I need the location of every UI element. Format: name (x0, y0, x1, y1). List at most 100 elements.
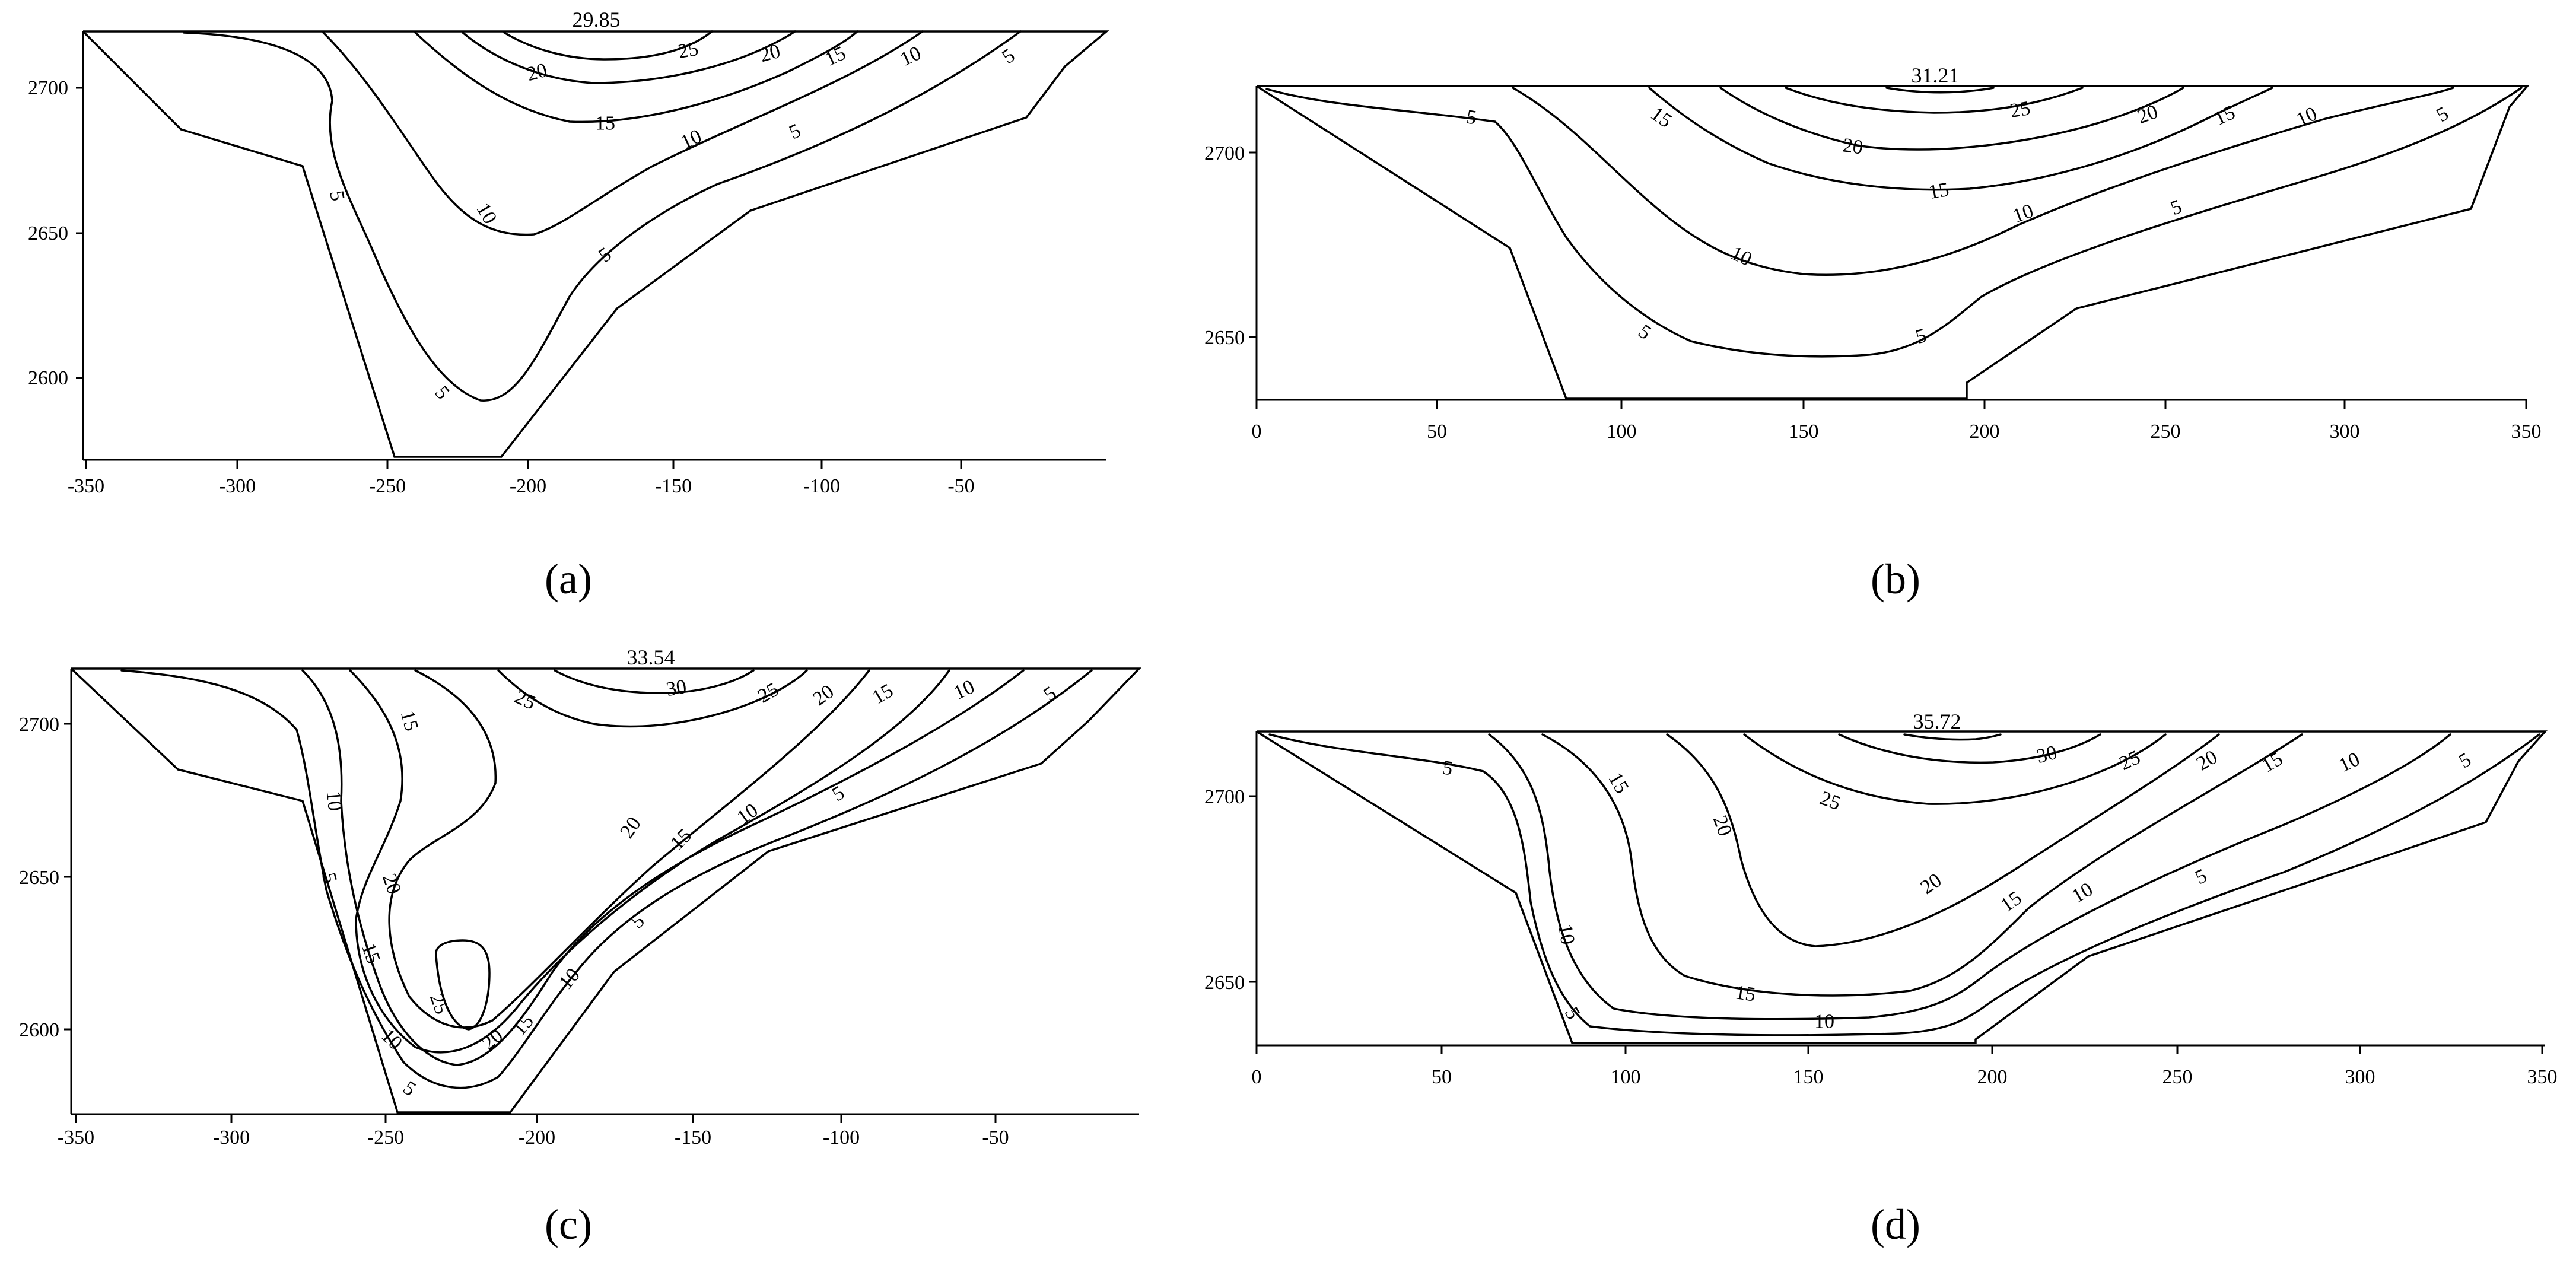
y-tick-label: 2650 (28, 222, 68, 244)
contour-label: 15 (508, 1010, 538, 1040)
contour-label: 20 (1709, 813, 1736, 839)
y-tick-label: 2650 (1204, 327, 1245, 349)
y-tick-label: 2650 (19, 867, 59, 889)
x-tick-label: -350 (68, 475, 104, 497)
panel-c-boundary (70, 667, 1142, 1114)
x-tick-label: 200 (1970, 421, 2000, 443)
contour-label: 5 (1560, 1003, 1585, 1023)
contour-label: 5 (2432, 103, 2452, 127)
panel-c-x-ticks: -350 -300 -250 -200 -150 -100 -50 (58, 1114, 1009, 1149)
contour-label: 20 (616, 813, 645, 842)
x-tick-label: 50 (1432, 1066, 1452, 1088)
contour-label: 25 (2008, 97, 2032, 122)
x-tick-label: -50 (982, 1127, 1009, 1149)
contour-label: 20 (758, 40, 783, 67)
x-tick-label: -150 (655, 475, 692, 497)
panel-c-contours: 5 5 5 5 5 10 10 10 10 10 15 15 15 15 15 … (120, 669, 1093, 1101)
x-tick-label: -200 (519, 1127, 555, 1149)
contour-label: 10 (1814, 1011, 1834, 1033)
max-value-label: 35.72 (1913, 710, 1961, 733)
contour-line-10 (301, 669, 1025, 1066)
contour-label: 15 (869, 679, 897, 708)
contour-label: 25 (1817, 787, 1844, 815)
contour-line-25-top (497, 669, 808, 728)
panel-label: (d) (1871, 1201, 1920, 1248)
contour-label: 10 (950, 676, 978, 704)
y-tick-label: 2700 (1204, 786, 1245, 808)
contour-line-15 (1541, 733, 2303, 997)
panel-label: (c) (545, 1201, 592, 1248)
contour-line-30 (1838, 733, 2101, 764)
contour-label: 20 (2135, 101, 2161, 128)
contour-label: 5 (1464, 106, 1478, 129)
contour-label: 20 (1916, 869, 1945, 899)
contour-line-20 (1666, 733, 2220, 947)
x-tick-label: -150 (675, 1127, 711, 1149)
contour-line-5 (1265, 87, 2523, 358)
x-tick-label: -300 (219, 475, 256, 497)
contour-label: 10 (322, 790, 346, 812)
panel-d-boundary (1256, 730, 2548, 1044)
contour-line-25 (1785, 87, 2084, 114)
contour-label: 15 (1927, 179, 1951, 203)
x-tick-label: -200 (510, 475, 546, 497)
panel-label: (b) (1871, 555, 1920, 603)
x-tick-label: -250 (369, 475, 406, 497)
contour-line-20 (462, 30, 796, 84)
x-tick-label: 150 (1793, 1066, 1824, 1088)
panel-d: 0 50 100 150 200 250 300 350 2650 2700 5… (1204, 710, 2558, 1248)
contour-line-15 (1648, 87, 2273, 191)
contour-line-10 (1512, 87, 2454, 276)
panel-a-y-ticks: 2600 2650 2700 (28, 77, 83, 389)
contour-label: 5 (828, 782, 848, 806)
contour-line-5 (120, 669, 1093, 1089)
contour-label: 15 (595, 113, 615, 135)
contour-label: 25 (2116, 746, 2144, 775)
contour-label: 5 (2192, 865, 2210, 889)
contour-label: 10 (2068, 878, 2097, 907)
y-tick-label: 2700 (28, 77, 68, 99)
x-tick-label: 200 (1977, 1066, 2008, 1088)
contour-label: 10 (472, 199, 501, 228)
contour-label: 30 (664, 676, 688, 701)
contour-line-15 (349, 669, 950, 1054)
max-value-label: 31.21 (1912, 63, 1960, 87)
contour-label: 5 (399, 1077, 419, 1101)
contour-label: 25 (676, 38, 700, 63)
contour-label: 5 (785, 120, 804, 144)
panel-a: -350 -300 -250 -200 -150 -100 -50 2600 2… (28, 8, 1109, 603)
x-tick-label: 350 (2511, 421, 2542, 443)
x-tick-label: 150 (1789, 421, 1819, 443)
y-tick-label: 2600 (28, 367, 68, 389)
contour-label: 5 (2168, 196, 2185, 220)
contour-label: 5 (317, 870, 341, 886)
contour-label: 15 (396, 708, 423, 733)
contour-label: 20 (524, 59, 549, 86)
panel-b-x-ticks: 0 50 100 150 200 250 300 350 (1252, 400, 2542, 443)
panel-d-y-ticks: 2650 2700 (1204, 786, 1257, 994)
contour-label: 30 (2034, 742, 2059, 768)
x-tick-label: 50 (1427, 421, 1447, 443)
y-tick-label: 2600 (19, 1019, 59, 1041)
contour-line-30 (554, 669, 755, 694)
contour-line-max (1885, 87, 1995, 94)
contour-label: 15 (2258, 748, 2286, 777)
panel-c: -350 -300 -250 -200 -150 -100 -50 2600 2… (19, 645, 1142, 1248)
x-tick-label: 100 (1607, 421, 1637, 443)
panel-b-y-ticks: 2650 2700 (1204, 142, 1257, 349)
contour-line-5 (1268, 733, 2540, 1036)
contour-label: 5 (1440, 756, 1454, 780)
contour-label: 20 (1842, 134, 1865, 158)
contour-line-25-closed (435, 939, 491, 1031)
contour-label: 15 (1996, 887, 2025, 917)
y-tick-label: 2650 (1204, 972, 1245, 994)
contour-label: 20 (378, 871, 405, 898)
contour-label: 10 (2336, 748, 2363, 777)
panel-b: 0 50 100 150 200 250 300 350 2650 2700 5… (1204, 63, 2542, 603)
panel-label: (a) (545, 555, 592, 603)
x-tick-label: 250 (2162, 1066, 2193, 1088)
x-tick-label: -100 (803, 475, 840, 497)
panel-a-x-ticks: -350 -300 -250 -200 -150 -100 -50 (68, 460, 975, 497)
contour-label: 5 (2455, 749, 2475, 773)
